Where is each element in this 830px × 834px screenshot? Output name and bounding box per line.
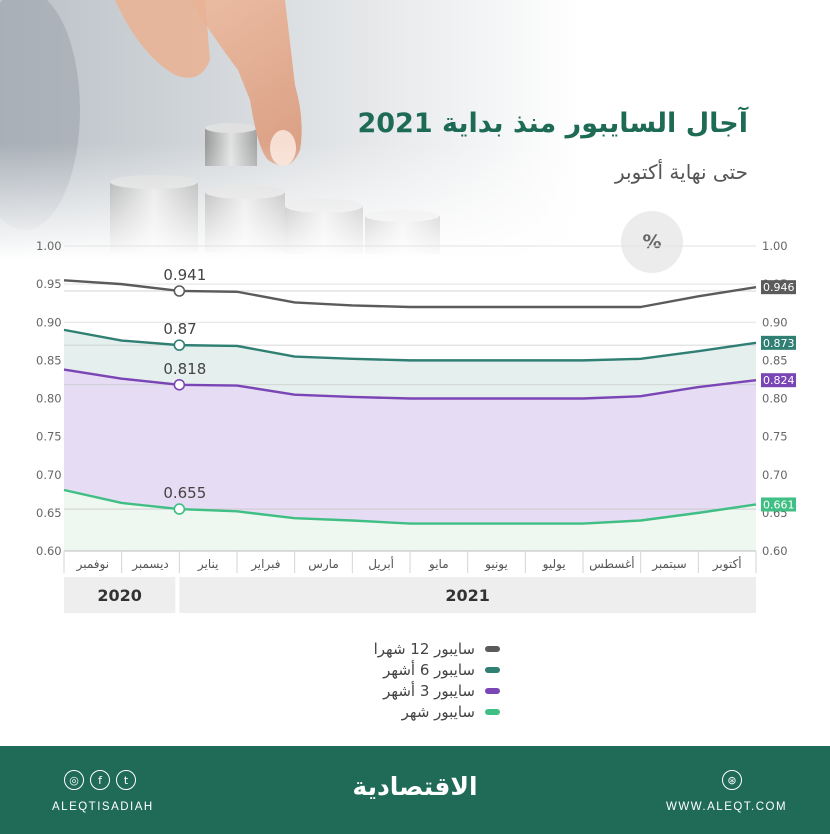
legend-swatch-saibor-1m [485, 708, 500, 715]
end-value-badge [761, 280, 796, 295]
x-tick-label: يوليو [542, 557, 566, 572]
end-value-label: 0.661 [763, 498, 795, 511]
y-tick-label-left: 0.70 [36, 468, 62, 482]
y-tick-label-left: 0.90 [36, 315, 62, 329]
y-tick-label-right: 0.60 [762, 544, 788, 558]
area-fill [64, 369, 756, 551]
legend-item-saibor-3m: سايبور 3 أشهر [300, 680, 500, 701]
end-value-badge [761, 497, 796, 512]
start-value-label: 0.941 [163, 266, 206, 284]
y-tick-label-left: 0.60 [36, 544, 62, 558]
y-tick-label-right: 0.85 [762, 353, 788, 367]
unit-badge: % [621, 211, 683, 273]
legend-swatch-saibor-12m [485, 645, 500, 652]
legend-item-saibor-12m: سايبور 12 شهرا [300, 638, 500, 659]
legend-label-saibor-1m: سايبور شهر [401, 702, 475, 721]
coins-photo [0, 0, 830, 260]
social-icons: ◎ f t [64, 770, 136, 790]
start-marker [173, 378, 186, 391]
y-tick-label-right: 0.70 [762, 468, 788, 482]
y-tick-label-left: 1.00 [36, 239, 62, 253]
year-label-2021: 2021 [445, 586, 490, 605]
start-value-label: 0.818 [163, 360, 206, 378]
saibor-chart: 0.60 0.600.65 0.650.70 0.700.75 0.750.80 0.80… [36, 239, 796, 613]
x-tick-label: مارس [308, 557, 339, 572]
instagram-icon[interactable]: ◎ [64, 770, 84, 790]
social-handle: ALEQTISADIAH [52, 801, 154, 813]
end-value-label: 0.873 [763, 337, 795, 350]
y-tick-label-right: 0.75 [762, 430, 788, 444]
brand-logo: الاقتصادية [352, 772, 478, 801]
year-band-2021 [179, 577, 757, 613]
globe-icon: ⊛ [722, 770, 742, 790]
end-value-label: 0.946 [763, 281, 795, 294]
y-tick-label-right: 1.00 [762, 239, 788, 253]
start-value-label: 0.655 [163, 484, 206, 502]
twitter-icon[interactable]: t [116, 770, 136, 790]
y-tick-label-left: 0.85 [36, 353, 62, 367]
y-tick-label-left: 0.95 [36, 277, 62, 291]
legend-label-saibor-3m: سايبور 3 أشهر [383, 681, 475, 700]
y-tick-label-left: 0.75 [36, 430, 62, 444]
start-value-label: 0.87 [163, 320, 196, 338]
chart-subtitle: حتى نهاية أكتوبر [615, 160, 748, 184]
x-tick-label: أكتوبر [712, 556, 742, 572]
area-fill [64, 490, 756, 551]
y-tick-label-left: 0.65 [36, 506, 62, 520]
start-marker [173, 285, 186, 297]
legend-swatch-saibor-3m [485, 687, 500, 694]
y-tick-label-right: 0.90 [762, 315, 788, 329]
chart-title: آجال السايبور منذ بداية 2021 [357, 108, 748, 139]
website-link[interactable]: WWW.ALEQT.COM [666, 801, 788, 813]
year-label-2020: 2020 [97, 586, 142, 605]
year-band-2020 [64, 577, 176, 613]
x-tick-label: فبراير [250, 557, 280, 572]
x-tick-label: أغسطس [589, 556, 634, 572]
hero-image [0, 0, 830, 260]
start-marker [173, 339, 186, 351]
x-tick-label: نوفمبر [76, 557, 109, 572]
end-value-badge [761, 373, 796, 388]
x-tick-label: يونيو [484, 557, 508, 572]
y-tick-label-left: 0.80 [36, 392, 62, 406]
legend-label-saibor-12m: سايبور 12 شهرا [373, 639, 475, 658]
legend-item-saibor-1m: سايبور شهر [300, 701, 500, 722]
x-tick-label: مايو [428, 557, 449, 572]
end-value-label: 0.824 [763, 374, 795, 387]
x-tick-label: يناير [197, 557, 219, 572]
x-tick-label: أبريل [368, 556, 394, 572]
y-tick-label-right: 0.80 [762, 392, 788, 406]
legend-swatch-saibor-6m [485, 666, 500, 673]
end-value-badge [761, 335, 796, 350]
x-tick-label: ديسمبر [131, 557, 169, 572]
legend-label-saibor-6m: سايبور 6 أشهر [383, 660, 475, 679]
legend: سايبور 12 شهرا سايبور 6 أشهر سايبور 3 أش… [300, 638, 500, 722]
x-tick-label: سبتمبر [651, 557, 686, 572]
start-marker [173, 503, 186, 515]
footer: ◎ f t ALEQTISADIAH الاقتصادية ⊛ WWW.ALEQ… [0, 746, 830, 834]
facebook-icon[interactable]: f [90, 770, 110, 790]
legend-item-saibor-6m: سايبور 6 أشهر [300, 659, 500, 680]
